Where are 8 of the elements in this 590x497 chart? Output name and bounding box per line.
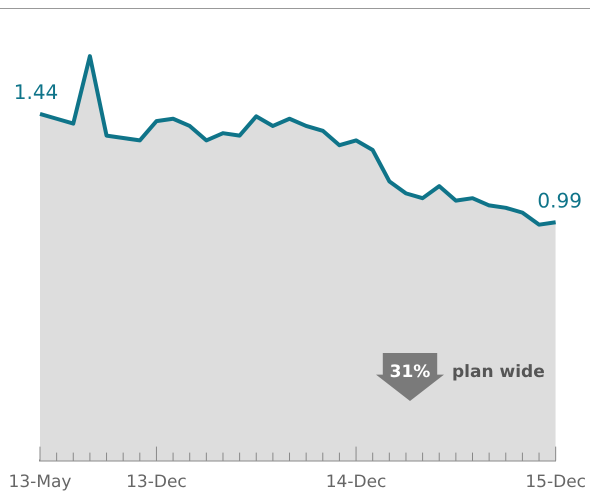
annotation: 31% [388,362,432,382]
data-label: 1.44 [14,80,58,104]
x-tick-label: 13-Dec [126,472,187,492]
data-label: 0.99 [537,188,582,212]
x-tick-label: 14-Dec [326,472,386,492]
x-tick-label: 15-Dec [525,472,586,492]
x-tick-label: 13-May [8,472,72,492]
annotation: plan wide [452,362,545,382]
